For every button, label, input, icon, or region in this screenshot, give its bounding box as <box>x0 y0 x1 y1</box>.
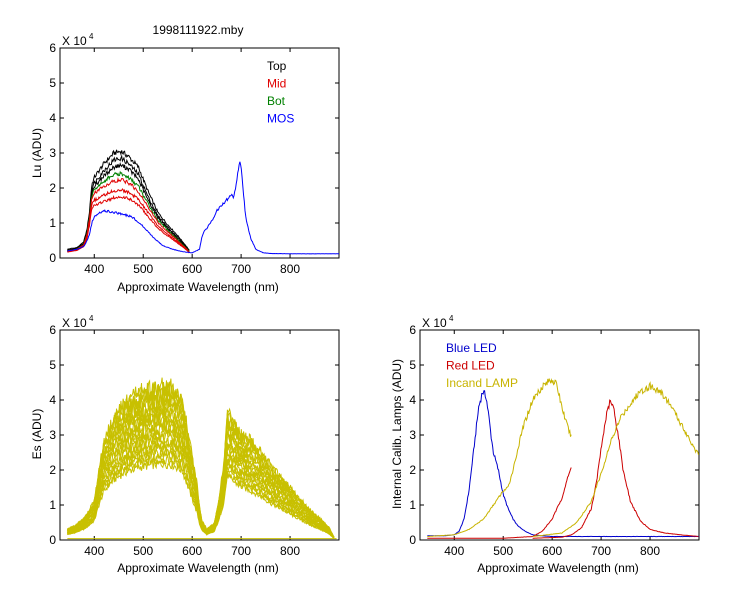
lamps-legend-item-blue-led: Blue LED <box>446 341 497 355</box>
es-y-tick-label: 3 <box>49 428 56 442</box>
lu-scale-exponent: 4 <box>89 32 94 41</box>
lamps-x-tick-label: 400 <box>444 544 464 558</box>
lamps-y-tick-label: 2 <box>409 463 416 477</box>
lu-x-tick-label: 800 <box>280 262 300 276</box>
es-y-tick-label: 0 <box>49 533 56 547</box>
figure-title: 1998111922.mby <box>153 23 244 37</box>
es-x-tick-label: 500 <box>133 544 153 558</box>
lamps-y-tick-label: 5 <box>409 358 416 372</box>
es-x-tick-label: 800 <box>280 544 300 558</box>
es-y-tick-label: 6 <box>49 323 56 337</box>
es-x-tick-label: 600 <box>182 544 202 558</box>
lamps-series-line-red-led <box>532 399 699 539</box>
lu-x-axis-label: Approximate Wavelength (nm) <box>117 280 279 294</box>
es-series-group <box>66 377 337 540</box>
lamps-legend-item-incand-lamp: Incand LAMP <box>446 376 518 390</box>
lu-legend-item-mos: MOS <box>267 112 294 126</box>
es-y-tick-label: 4 <box>49 393 56 407</box>
lamps-scale-label: X 10 <box>422 316 447 330</box>
lamps-chart: X 10 4 Internal Calib. Lamps (ADU) Appro… <box>390 314 700 575</box>
lamps-legend-item-red-led: Red LED <box>446 359 495 373</box>
es-y-tick-label: 1 <box>49 498 56 512</box>
lu-y-tick-label: 2 <box>49 181 56 195</box>
lu-y-tick-label: 1 <box>49 216 56 230</box>
es-x-tick-label: 400 <box>84 544 104 558</box>
lu-y-axis-label: Lu (ADU) <box>30 128 44 178</box>
lu-legend-item-bot: Bot <box>267 94 286 108</box>
lu-y-tick-label: 5 <box>49 76 56 90</box>
es-scale-label: X 10 <box>62 316 87 330</box>
es-y-axis-label: Es (ADU) <box>30 409 44 460</box>
lamps-series-line-incand-lamp <box>532 381 699 537</box>
lu-chart: X 10 4 Lu (ADU) Approximate Wavelength (… <box>30 32 340 294</box>
lamps-y-axis-label: Internal Calib. Lamps (ADU) <box>390 359 404 509</box>
lamps-series-group <box>427 377 699 539</box>
lamps-x-axis-label: Approximate Wavelength (nm) <box>477 561 639 575</box>
lamps-scale-exponent: 4 <box>449 314 454 323</box>
lu-scale-label: X 10 <box>62 34 87 48</box>
es-series-line <box>67 377 335 537</box>
lamps-y-tick-label: 6 <box>409 323 416 337</box>
es-x-axis-label: Approximate Wavelength (nm) <box>117 561 279 575</box>
lamps-x-tick-label: 500 <box>493 544 513 558</box>
lu-y-tick-label: 6 <box>49 41 56 55</box>
lamps-series-line-incand-lamp <box>427 377 572 538</box>
lu-legend-item-top: Top <box>267 59 287 73</box>
lu-x-tick-label: 700 <box>231 262 251 276</box>
lu-x-tick-label: 500 <box>133 262 153 276</box>
lu-series-line-mos <box>67 161 339 255</box>
lamps-x-tick-label: 700 <box>591 544 611 558</box>
es-chart: X 10 4 Es (ADU) Approximate Wavelength (… <box>30 314 340 575</box>
lu-y-tick-label: 4 <box>49 111 56 125</box>
es-y-tick-label: 5 <box>49 358 56 372</box>
lu-plot-frame <box>59 47 340 259</box>
lamps-series-line-red-led <box>427 467 572 539</box>
lu-x-tick-label: 600 <box>182 262 202 276</box>
lamps-y-tick-label: 0 <box>409 533 416 547</box>
es-y-tick-label: 2 <box>49 463 56 477</box>
lamps-y-tick-label: 3 <box>409 428 416 442</box>
lamps-x-tick-label: 800 <box>640 544 660 558</box>
lu-legend-item-mid: Mid <box>267 77 286 91</box>
lu-x-tick-label: 400 <box>84 262 104 276</box>
es-x-tick-label: 700 <box>231 544 251 558</box>
lu-series-group <box>67 149 339 255</box>
lu-series-line-mid <box>67 194 190 254</box>
lamps-x-tick-label: 600 <box>542 544 562 558</box>
lamps-y-tick-label: 4 <box>409 393 416 407</box>
lamps-y-tick-label: 1 <box>409 498 416 512</box>
es-scale-exponent: 4 <box>89 314 94 323</box>
lu-y-tick-label: 3 <box>49 146 56 160</box>
lu-y-tick-label: 0 <box>49 251 56 265</box>
